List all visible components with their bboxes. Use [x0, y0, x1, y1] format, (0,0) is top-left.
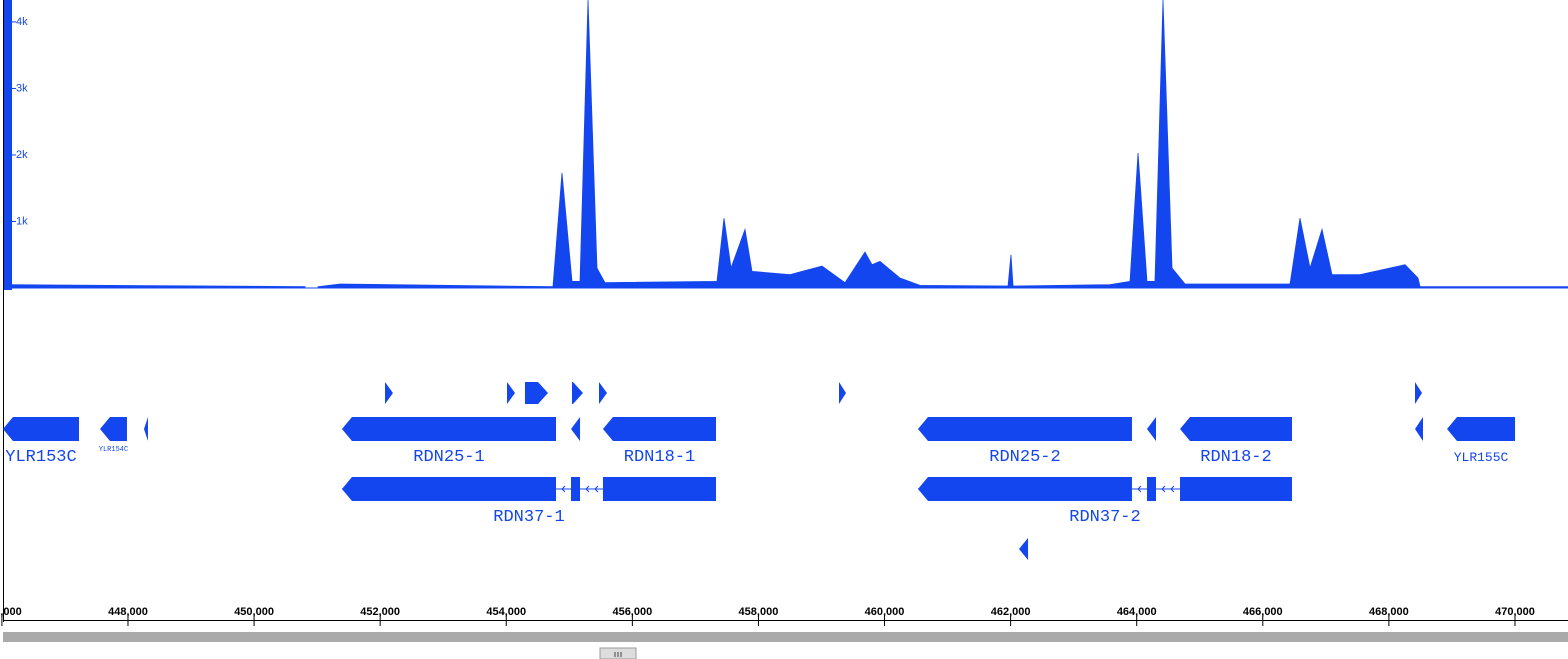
feature-label: RDN18-1 — [624, 448, 695, 467]
feature — [839, 382, 847, 404]
feature — [1180, 417, 1292, 441]
feature — [1414, 382, 1422, 404]
feature-label: YLR155C — [1454, 450, 1509, 465]
y-tick-label: 4k — [16, 16, 28, 28]
intron-chevron — [561, 485, 566, 493]
feature — [1019, 538, 1029, 560]
y-tick-label: 2k — [16, 149, 28, 161]
coverage-area — [4, 0, 1568, 289]
feature — [572, 382, 583, 404]
intron-chevron — [1137, 485, 1142, 493]
feature — [524, 382, 548, 404]
x-tick-label: 454,000 — [486, 606, 526, 618]
feature — [918, 417, 1132, 441]
ruler: 446,000 448,000 450,000 452,000 454,000 456,0… — [0, 606, 1568, 626]
x-tick-label: 460,000 — [865, 606, 905, 618]
feature — [1146, 417, 1156, 441]
x-tick-label: 458,000 — [739, 606, 779, 618]
feature — [571, 417, 581, 441]
y-tick-label: 3k — [16, 82, 28, 94]
intron-chevron — [594, 485, 599, 493]
x-tick-label: 462,000 — [991, 606, 1031, 618]
feature — [385, 382, 393, 404]
x-tick-label: 464,000 — [1117, 606, 1157, 618]
intron-chevron — [1161, 485, 1166, 493]
exon — [1146, 477, 1156, 501]
coverage-track: 1k 2k 3k 4k — [4, 0, 1568, 290]
x-tick-label: 448,000 — [108, 606, 148, 618]
x-tick-label: 450,000 — [234, 606, 274, 618]
feature — [99, 417, 127, 441]
grip — [614, 652, 622, 657]
feature — [1447, 417, 1516, 441]
feature-label: RDN37-2 — [1069, 508, 1140, 527]
feature-label: RDN37-1 — [493, 508, 564, 527]
y-axis-bar — [4, 0, 12, 290]
y-tick-label: 1k — [16, 215, 28, 227]
scrollbar-track[interactable] — [3, 632, 1568, 642]
intron-chevron — [1170, 485, 1175, 493]
x-tick-label: 466,000 — [1243, 606, 1283, 618]
feature — [602, 417, 717, 441]
x-tick-label: 470,000 — [1495, 606, 1535, 618]
feature — [598, 382, 608, 404]
x-tick-label: 446,000 — [0, 606, 22, 618]
x-tick-label: 468,000 — [1369, 606, 1409, 618]
feature-label: RDN25-1 — [413, 448, 484, 467]
x-tick-label: 456,000 — [612, 606, 652, 618]
feature-label: YLR153C — [5, 448, 76, 467]
feature-tracks: YLR153C YLR154C RDN25-1 RDN18-1 RDN25-2 RDN18… — [2, 382, 1516, 560]
feature-label: RDN25-2 — [989, 448, 1060, 467]
exon — [602, 477, 717, 501]
feature-label: YLR154C — [99, 446, 128, 454]
x-tick-label: 452,000 — [360, 606, 400, 618]
feature — [341, 417, 556, 441]
feature — [1414, 417, 1423, 441]
feature-label: RDN18-2 — [1200, 448, 1271, 467]
exon — [1180, 477, 1292, 501]
intron-chevron — [585, 485, 590, 493]
exon — [571, 477, 581, 501]
feature — [143, 417, 148, 441]
exon — [918, 477, 1132, 501]
exon — [341, 477, 556, 501]
feature — [507, 382, 516, 404]
feature — [2, 417, 79, 441]
